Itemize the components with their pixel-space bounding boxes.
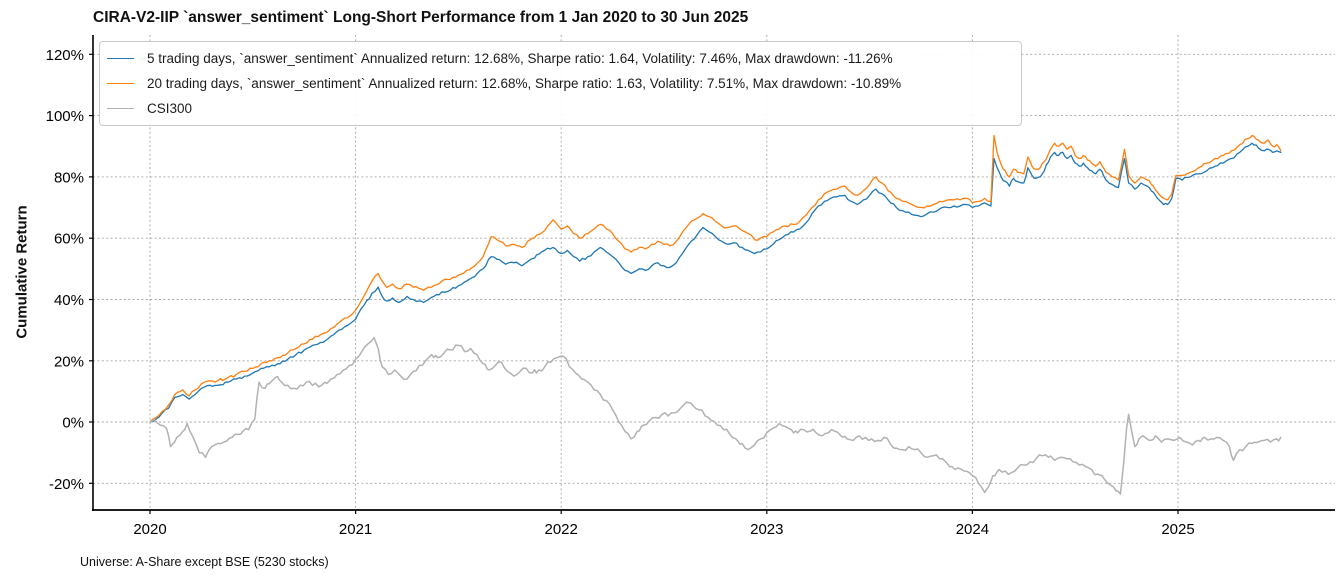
x-tick-label: 2024 bbox=[956, 521, 989, 538]
legend-line-sample bbox=[107, 58, 134, 59]
x-tick-label: 2025 bbox=[1161, 521, 1194, 538]
y-tick-label: 60% bbox=[54, 231, 84, 248]
x-tick-label: 2023 bbox=[750, 521, 783, 538]
legend-label: 20 trading days, `answer_sentiment` Annu… bbox=[147, 76, 902, 91]
chart-legend: 5 trading days, `answer_sentiment` Annua… bbox=[99, 41, 1022, 126]
y-tick-label: 40% bbox=[54, 292, 84, 309]
series-line-1 bbox=[149, 134, 1282, 423]
y-tick-label: 120% bbox=[46, 47, 84, 64]
legend-item: 20 trading days, `answer_sentiment` Annu… bbox=[107, 71, 1007, 96]
series-line-2 bbox=[149, 337, 1282, 495]
legend-item: 5 trading days, `answer_sentiment` Annua… bbox=[107, 46, 1007, 71]
x-tick-label: 2022 bbox=[545, 521, 578, 538]
y-tick-label: 100% bbox=[46, 108, 84, 125]
legend-label: CSI300 bbox=[147, 101, 193, 116]
legend-line-sample bbox=[107, 83, 134, 84]
chart-title: CIRA-V2-IIP `answer_sentiment` Long-Shor… bbox=[93, 9, 749, 26]
universe-footnote: Universe: A-Share except BSE (5230 stock… bbox=[80, 555, 329, 569]
x-tick-label: 2020 bbox=[133, 521, 166, 538]
legend-line-sample bbox=[107, 108, 134, 109]
y-tick-label: 80% bbox=[54, 169, 84, 186]
y-tick-label: 0% bbox=[62, 415, 84, 432]
legend-item: CSI300 bbox=[107, 96, 1007, 121]
y-tick-label: -20% bbox=[49, 476, 84, 493]
series-line-0 bbox=[149, 142, 1282, 423]
y-tick-label: 20% bbox=[54, 353, 84, 370]
legend-label: 5 trading days, `answer_sentiment` Annua… bbox=[147, 51, 893, 66]
x-tick-label: 2021 bbox=[339, 521, 372, 538]
